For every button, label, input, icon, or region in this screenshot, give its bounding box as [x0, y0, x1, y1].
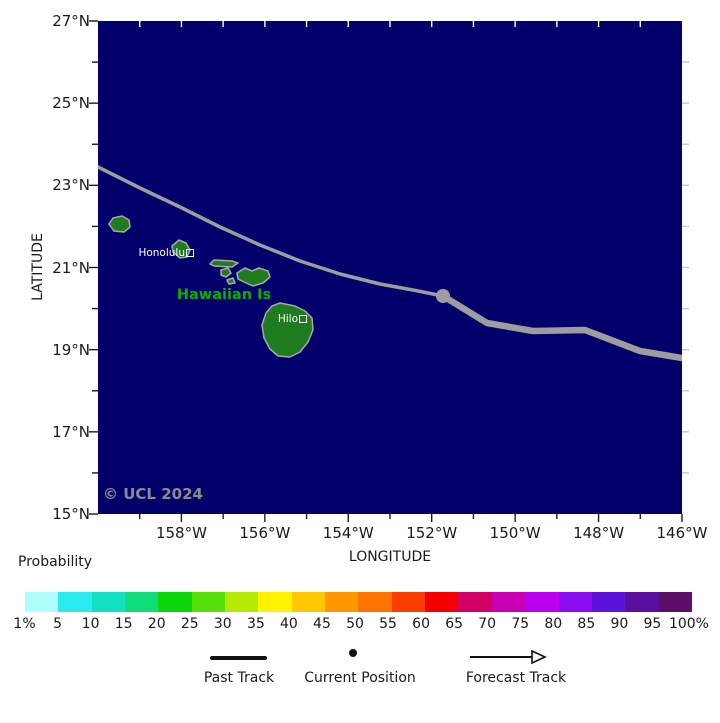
colorbar-segment	[525, 592, 559, 612]
x-tick-label: 156°W	[239, 524, 291, 542]
colorbar-segment	[591, 592, 626, 612]
colorbar-segment	[625, 592, 659, 612]
colorbar-segment	[491, 592, 526, 612]
colorbar-segment	[358, 592, 392, 612]
colorbar-tick-label: 35	[246, 616, 265, 632]
region-label: Hawaiian Is	[176, 287, 272, 303]
city-label-hilo: Hilo	[277, 313, 298, 325]
probability-colorbar	[25, 592, 692, 612]
colorbar-segment	[391, 592, 426, 612]
colorbar-tick-label: 20	[147, 616, 166, 632]
current-position-dot	[436, 289, 450, 303]
colorbar-segment	[191, 592, 226, 612]
island-hawaii	[261, 302, 314, 358]
colorbar-tick-label: 50	[346, 616, 364, 632]
forecast-track-line	[439, 292, 682, 362]
forecast-track-label: Forecast Track	[465, 670, 567, 686]
y-tick-label: 21°N	[52, 258, 90, 277]
past-track-label: Past Track	[203, 670, 275, 686]
y-tick-label: 23°N	[52, 176, 90, 195]
island-oahu	[171, 239, 191, 259]
colorbar-segment	[58, 592, 92, 612]
colorbar-segment	[425, 592, 459, 612]
colorbar-tick-label: 1%	[13, 616, 36, 632]
colorbar-segment	[658, 592, 692, 612]
x-axis-title: LONGITUDE	[348, 549, 432, 565]
colorbar-tick-label: 60	[412, 616, 430, 632]
probability-scale-labels: 1% 5 10 15 20 25 30 35 40 45 50 55 60 65 70 75 80 85 90 95 1…	[8, 616, 709, 632]
city-label-honolulu: Honolulu	[138, 247, 185, 259]
colorbar-tick-label: 95	[643, 616, 662, 632]
y-tick-label: 17°N	[52, 422, 90, 441]
x-tick-label: 158°W	[155, 524, 207, 542]
map-plot-area: Hawaiian Is © UCL 2024 Honolulu Hilo	[98, 21, 682, 514]
colorbar-segment	[25, 592, 59, 612]
y-tick-label: 19°N	[52, 340, 90, 359]
y-tick-label: 15°N	[52, 505, 90, 523]
colorbar-tick-label: 70	[478, 616, 497, 632]
colorbar-tick-label: 10	[81, 616, 100, 632]
colorbar-tick-label: 15	[114, 616, 133, 632]
past-track-line	[98, 165, 445, 298]
colorbar-tick-label: 30	[213, 616, 232, 632]
island-kauai	[108, 215, 131, 233]
x-tick-label: 148°W	[573, 524, 625, 542]
x-tick-label: 152°W	[406, 524, 458, 542]
colorbar-tick-label: 100%	[668, 616, 709, 632]
y-axis-title: LATITUDE	[30, 233, 46, 301]
colorbar-title: Probability	[18, 554, 93, 570]
colorbar-segment	[158, 592, 192, 612]
y-tick-label: 27°N	[52, 12, 90, 30]
colorbar-tick-label: 80	[544, 616, 563, 632]
colorbar-segment	[225, 592, 259, 612]
island-kahoolawe	[226, 277, 236, 285]
colorbar-tick-label: 85	[577, 616, 596, 632]
colorbar-tick-label: 25	[180, 616, 199, 632]
x-tick-label: 146°W	[656, 524, 708, 542]
colorbar-segment	[558, 592, 592, 612]
colorbar-tick-label: 90	[610, 616, 629, 632]
colorbar-tick-label: 45	[313, 616, 331, 632]
copyright-watermark: © UCL 2024	[103, 485, 203, 503]
colorbar-tick-label: 75	[511, 616, 530, 632]
current-position-label: Current Position	[304, 670, 416, 686]
x-tick-label: 154°W	[322, 524, 374, 542]
map-geometry-svg	[98, 21, 682, 362]
island-lanai	[220, 267, 232, 278]
colorbar-tick-label: 5	[53, 616, 63, 632]
colorbar-segment	[258, 592, 292, 612]
colorbar-tick-label: 65	[445, 616, 464, 632]
colorbar-segment	[325, 592, 359, 612]
x-tick-label: 150°W	[489, 524, 541, 542]
current-position-symbol	[349, 649, 357, 657]
colorbar-segment	[291, 592, 326, 612]
colorbar-segment	[125, 592, 159, 612]
colorbar-tick-label: 55	[379, 616, 397, 632]
colorbar-segment	[458, 592, 492, 612]
colorbar-tick-label: 40	[279, 616, 298, 632]
island-molokai	[209, 259, 239, 268]
y-tick-label: 25°N	[52, 94, 90, 113]
past-track-symbol	[210, 656, 267, 660]
city-marker-hilo	[299, 315, 307, 323]
forecast-track-symbol	[470, 650, 547, 664]
colorbar-segment	[91, 592, 126, 612]
city-marker-honolulu	[186, 249, 194, 257]
island-maui	[236, 267, 271, 287]
